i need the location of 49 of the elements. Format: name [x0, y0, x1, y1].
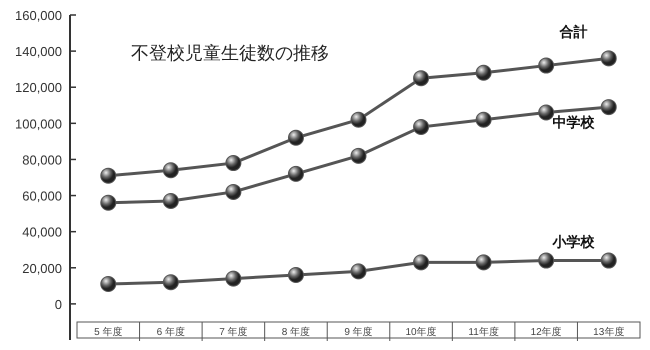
y-tick-label: 140,000 [15, 44, 62, 60]
point [162, 192, 179, 209]
point [413, 254, 430, 270]
point [476, 64, 492, 81]
x-tick-label: 5 年度 [94, 326, 122, 338]
x-tick-label: 6 年度 [156, 326, 186, 338]
y-tick-label: 120,000 [15, 80, 62, 96]
point [288, 130, 304, 146]
point [350, 148, 366, 164]
y-tick-label: 0 [54, 296, 62, 312]
point [600, 50, 617, 66]
point [600, 99, 617, 116]
series-label: 中学校 [552, 114, 596, 130]
point [413, 70, 430, 86]
y-tick-label: 40,000 [22, 224, 62, 240]
point [100, 168, 116, 184]
x-tick-label: 7 年度 [219, 326, 248, 338]
point [100, 194, 116, 211]
x-tick-label: 10年度 [405, 326, 437, 338]
point [162, 274, 179, 290]
text: 不登校児童生徒数の推移 [131, 43, 329, 63]
point [100, 276, 116, 292]
point [162, 162, 179, 178]
point [225, 155, 242, 172]
point [600, 252, 617, 269]
point [538, 104, 554, 120]
series-label: 合計 [558, 23, 588, 40]
point [413, 118, 430, 135]
x-tick-label: 11年度 [468, 326, 499, 338]
x-tick-label: 12年度 [530, 326, 562, 338]
y-tick-label: 20,000 [22, 260, 62, 276]
x-tick-label: 13年度 [593, 326, 624, 338]
x-tick-label: 8 年度 [282, 326, 310, 338]
point [476, 112, 492, 128]
y-tick-label: 100,000 [15, 116, 62, 132]
point [350, 112, 366, 128]
point [538, 252, 554, 269]
point [225, 270, 242, 287]
y-tick-label: 60,000 [22, 188, 62, 204]
point [288, 166, 304, 182]
series-label: 小学校 [552, 234, 596, 250]
point [538, 58, 554, 74]
point [288, 267, 304, 283]
point [225, 184, 242, 200]
y-tick-label: 160,000 [15, 8, 62, 23]
point [476, 254, 492, 270]
x-tick-label: 9 年度 [344, 326, 373, 338]
point [350, 263, 366, 280]
y-tick-label: 80,000 [22, 152, 62, 168]
